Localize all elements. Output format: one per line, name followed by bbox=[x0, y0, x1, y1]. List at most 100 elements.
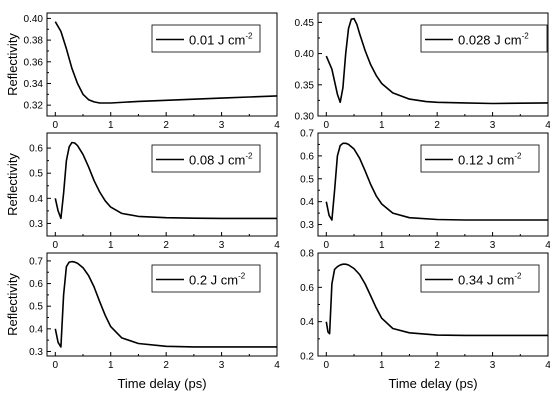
legend-label: 0.34 J cm-2 bbox=[458, 272, 522, 288]
x-tick-label: 0 bbox=[324, 240, 330, 251]
legend-exponent: -2 bbox=[245, 152, 253, 161]
x-tick-label: 3 bbox=[490, 240, 496, 251]
plot-frame bbox=[317, 12, 549, 117]
y-axis-label: Reflectivity bbox=[5, 273, 20, 336]
x-tick-label: 3 bbox=[490, 120, 496, 131]
x-tick-label: 1 bbox=[108, 240, 114, 251]
y-tick-label: 0.8 bbox=[300, 249, 314, 260]
legend: 0.01 J cm-2 bbox=[151, 24, 261, 53]
y-tick-label: 0.4 bbox=[300, 317, 314, 328]
legend-label: 0.01 J cm-2 bbox=[189, 32, 253, 48]
legend: 0.2 J cm-2 bbox=[151, 264, 261, 293]
legend: 0.028 J cm-2 bbox=[420, 24, 548, 53]
y-tick-label: 0.3 bbox=[300, 220, 314, 231]
x-tick-label: 2 bbox=[163, 360, 169, 371]
legend-label: 0.2 J cm-2 bbox=[189, 272, 246, 288]
x-tick-label: 1 bbox=[379, 120, 385, 131]
series-line bbox=[325, 142, 548, 221]
x-tick-label: 0 bbox=[53, 360, 59, 371]
y-tick-label: 0.6 bbox=[29, 279, 43, 290]
y-tick-label: 0.3 bbox=[29, 347, 43, 358]
chart-panel-4: 0 1 2 3 4 0.3 0.4 0.5 0.6 0.7 0.12 J cm-2 bbox=[300, 129, 550, 252]
legend-exponent: -2 bbox=[245, 32, 253, 41]
legend: 0.34 J cm-2 bbox=[420, 264, 540, 293]
x-tick-label: 2 bbox=[163, 120, 169, 131]
x-axis-label: Time delay (ps) bbox=[117, 376, 206, 391]
plot-frame bbox=[46, 132, 278, 237]
legend: 0.08 J cm-2 bbox=[151, 144, 261, 173]
y-tick-label: 0.45 bbox=[295, 18, 315, 29]
plot-frame bbox=[46, 12, 278, 117]
plot-frame bbox=[46, 252, 278, 357]
legend-label: 0.12 J cm-2 bbox=[458, 152, 522, 168]
x-tick-label: 4 bbox=[545, 120, 550, 131]
y-tick-label: 0.4 bbox=[300, 197, 314, 208]
legend-value: 0.12 J cm bbox=[458, 153, 514, 168]
y-tick-label: 0.5 bbox=[300, 174, 314, 185]
x-tick-label: 2 bbox=[163, 240, 169, 251]
legend-exponent: -2 bbox=[514, 272, 522, 281]
x-tick-label: 1 bbox=[379, 240, 385, 251]
series-line bbox=[54, 21, 278, 104]
y-axis-label: Reflectivity bbox=[5, 33, 20, 96]
y-tick-label: 0.7 bbox=[300, 129, 314, 140]
x-tick-label: 2 bbox=[434, 240, 440, 251]
series-line bbox=[325, 263, 548, 337]
legend-value: 0.2 J cm bbox=[189, 273, 238, 288]
legend-label: 0.08 J cm-2 bbox=[189, 152, 253, 168]
x-tick-label: 1 bbox=[108, 120, 114, 131]
y-tick-label: 0.6 bbox=[29, 144, 43, 155]
y-tick-label: 0.40 bbox=[295, 49, 315, 60]
x-tick-label: 4 bbox=[545, 360, 550, 371]
legend-label: 0.028 J cm-2 bbox=[458, 32, 529, 48]
legend-value: 0.01 J cm bbox=[189, 33, 245, 48]
y-tick-label: 0.5 bbox=[29, 169, 43, 180]
x-tick-label: 1 bbox=[108, 360, 114, 371]
y-tick-label: 0.4 bbox=[29, 324, 43, 335]
series-line bbox=[325, 17, 549, 105]
chart-panel-1: 0 1 2 3 4 0.32 0.34 0.36 0.38 0.40 Reflectivity 0.0… bbox=[5, 12, 280, 131]
x-axis-label: Time delay (ps) bbox=[388, 376, 477, 391]
y-tick-label: 0.5 bbox=[29, 302, 43, 313]
chart-panel-5: 0 1 2 3 4 0.3 0.4 0.5 0.6 0.7 Reflectivity Time del… bbox=[5, 252, 280, 391]
legend-box bbox=[420, 264, 540, 293]
legend-exponent: -2 bbox=[238, 272, 246, 281]
legend-value: 0.34 J cm bbox=[458, 273, 514, 288]
x-tick-label: 0 bbox=[53, 120, 59, 131]
x-tick-label: 0 bbox=[324, 360, 330, 371]
x-tick-label: 2 bbox=[434, 360, 440, 371]
x-tick-label: 3 bbox=[490, 360, 496, 371]
x-tick-label: 3 bbox=[219, 360, 225, 371]
legend-box bbox=[151, 144, 261, 173]
x-tick-label: 3 bbox=[219, 240, 225, 251]
chart-panel-3: 0 1 2 3 4 0.3 0.4 0.5 0.6 Reflectivity 0.08 J cm-2 bbox=[5, 132, 280, 251]
x-tick-label: 0 bbox=[324, 120, 330, 131]
y-tick-label: 0.35 bbox=[295, 80, 315, 91]
y-axis-label: Reflectivity bbox=[5, 153, 20, 216]
chart-panel-2: 0 1 2 3 4 0.30 0.35 0.40 0.45 0.028 J cm-2 bbox=[295, 12, 550, 131]
x-tick-label: 2 bbox=[434, 120, 440, 131]
y-tick-label: 0.2 bbox=[300, 352, 314, 363]
x-tick-label: 3 bbox=[219, 120, 225, 131]
y-tick-label: 0.30 bbox=[295, 112, 315, 123]
y-tick-label: 0.32 bbox=[24, 101, 44, 112]
chart-panel-6: 0 1 2 3 4 0.2 0.4 0.6 0.8 Time delay (ps) 0.34 J c… bbox=[300, 249, 550, 392]
series-line bbox=[54, 260, 277, 348]
y-tick-label: 0.40 bbox=[24, 14, 44, 25]
x-tick-label: 4 bbox=[274, 360, 280, 371]
x-tick-label: 4 bbox=[274, 120, 280, 131]
x-tick-label: 4 bbox=[545, 240, 550, 251]
legend-value: 0.028 J cm bbox=[458, 33, 522, 48]
x-tick-label: 1 bbox=[379, 360, 385, 371]
legend-exponent: -2 bbox=[514, 152, 522, 161]
y-tick-label: 0.36 bbox=[24, 57, 44, 68]
y-tick-label: 0.38 bbox=[24, 36, 44, 47]
legend-box bbox=[151, 24, 261, 53]
legend-exponent: -2 bbox=[522, 32, 530, 41]
series-line bbox=[54, 141, 277, 220]
legend-box bbox=[420, 24, 548, 53]
legend: 0.12 J cm-2 bbox=[420, 144, 540, 173]
plot-frame bbox=[317, 132, 549, 237]
y-tick-label: 0.7 bbox=[29, 256, 43, 267]
